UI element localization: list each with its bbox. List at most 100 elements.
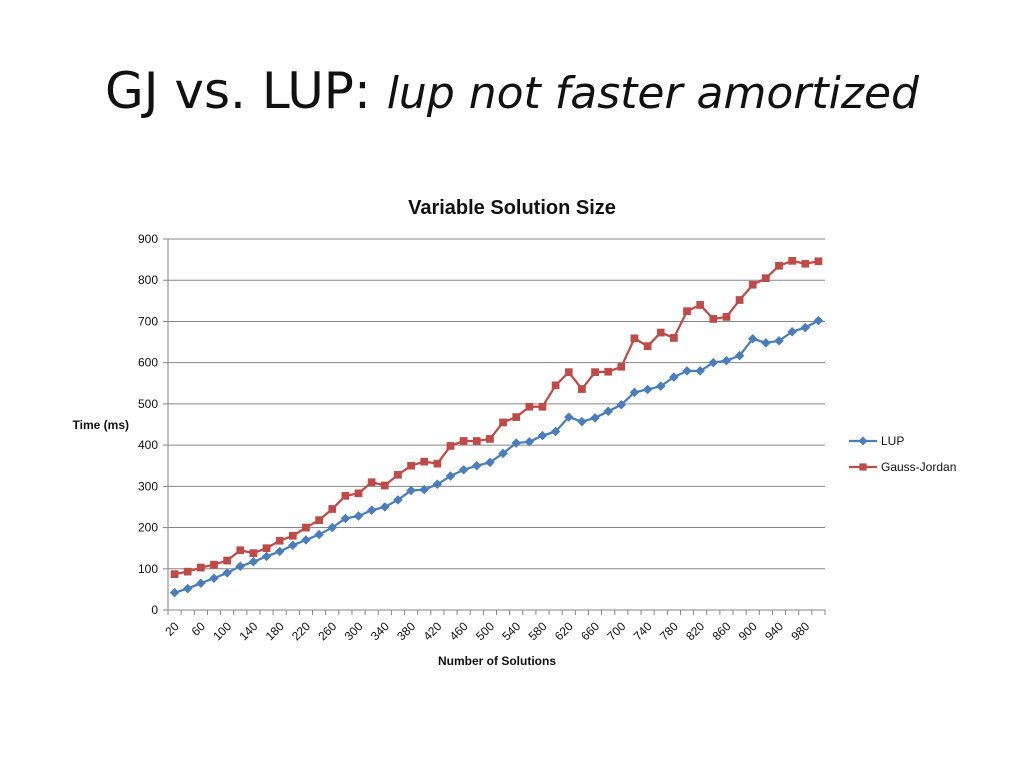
x-tick-label: 620 — [552, 619, 576, 643]
data-point — [197, 563, 205, 572]
x-tick-label: 460 — [447, 619, 471, 643]
data-point — [274, 546, 285, 557]
data-point — [721, 355, 732, 366]
data-point — [512, 413, 521, 421]
data-point — [340, 513, 351, 524]
x-tick-label: 100 — [210, 619, 234, 643]
data-point — [761, 338, 771, 348]
data-point — [643, 342, 652, 351]
data-point — [670, 334, 678, 342]
data-point — [499, 418, 507, 427]
slide-title-subtitle: lup not faster amortized — [386, 68, 919, 119]
data-point — [301, 535, 311, 545]
data-point — [275, 536, 284, 545]
x-tick-label: 180 — [263, 619, 287, 643]
legend-marker — [859, 463, 867, 471]
data-point — [630, 334, 639, 343]
data-point — [288, 531, 297, 540]
data-point — [695, 366, 706, 376]
data-point — [762, 274, 770, 283]
x-tick-label: 340 — [368, 619, 392, 643]
data-point — [169, 587, 180, 598]
data-point — [341, 491, 350, 500]
x-tick-label: 780 — [657, 619, 681, 643]
data-point — [616, 399, 627, 410]
data-point — [262, 544, 271, 553]
data-point — [446, 442, 455, 450]
axes — [163, 238, 826, 615]
data-point — [498, 448, 508, 459]
data-point — [195, 578, 206, 589]
x-tick-label: 540 — [499, 619, 523, 643]
gridlines — [168, 238, 825, 570]
data-point — [210, 560, 218, 569]
slide-title: GJ vs. LUP: lup not faster amortized — [0, 62, 1024, 120]
data-point — [774, 335, 784, 346]
x-tick-label: 300 — [342, 619, 366, 643]
x-tick-label: 980 — [788, 619, 812, 643]
data-point — [459, 437, 468, 445]
y-tick-label: 100 — [138, 562, 158, 576]
data-point — [537, 430, 548, 441]
data-point — [591, 368, 599, 376]
data-point — [709, 315, 718, 323]
data-point — [682, 366, 692, 376]
x-tick-label: 60 — [189, 619, 209, 639]
y-tick-label: 300 — [138, 479, 158, 493]
x-tick-label: 820 — [683, 619, 707, 643]
x-axis-label: Number of Solutions — [438, 654, 556, 668]
data-point — [471, 460, 482, 471]
legend-label: Gauss-Jordan — [881, 460, 956, 474]
data-point — [420, 457, 429, 466]
data-point — [445, 471, 456, 481]
data-point — [578, 385, 586, 393]
legend-item: Gauss-Jordan — [849, 460, 956, 474]
series-lup — [169, 315, 824, 598]
x-tick-label: 220 — [289, 619, 313, 643]
x-tick-label: 940 — [762, 619, 786, 643]
data-point — [617, 362, 626, 371]
data-point — [787, 326, 798, 337]
x-tick-label: 900 — [736, 619, 760, 643]
data-point — [538, 402, 547, 411]
data-point — [748, 280, 757, 289]
chart-title: Variable Solution Size — [408, 197, 616, 219]
x-tick-label: 260 — [315, 619, 339, 643]
data-point — [287, 540, 298, 551]
data-point — [249, 549, 258, 557]
y-tick-label: 800 — [138, 273, 158, 287]
x-tick-label: 860 — [710, 619, 734, 643]
x-tick-label: 420 — [420, 619, 444, 643]
data-point — [170, 570, 179, 578]
legend: LUP Gauss-Jordan — [849, 434, 956, 474]
data-point — [394, 470, 402, 479]
data-point — [747, 333, 758, 344]
slide-title-main: GJ vs. LUP: — [105, 62, 387, 120]
data-point — [366, 505, 377, 516]
data-point — [458, 464, 469, 475]
data-point — [236, 546, 245, 555]
data-point — [813, 315, 824, 326]
y-axis-label: Time (ms) — [73, 418, 129, 432]
data-point — [603, 406, 614, 417]
data-point — [801, 259, 810, 268]
x-tick-label: 20 — [162, 619, 182, 639]
data-point — [419, 484, 430, 495]
legend-item: LUP — [849, 434, 904, 448]
x-tick-label: 740 — [631, 619, 655, 643]
data-point — [655, 381, 666, 392]
data-point — [222, 568, 232, 578]
series-gauss-jordan — [170, 256, 823, 578]
data-point — [604, 367, 613, 376]
data-point — [223, 556, 231, 565]
data-point — [182, 583, 193, 594]
data-point — [735, 296, 744, 304]
x-tick-label: 380 — [394, 619, 418, 643]
data-point — [432, 479, 443, 490]
x-tick-label: 580 — [526, 619, 550, 643]
y-tick-label: 600 — [138, 356, 158, 370]
series — [169, 256, 824, 598]
data-point — [656, 328, 665, 337]
data-point — [327, 522, 338, 533]
